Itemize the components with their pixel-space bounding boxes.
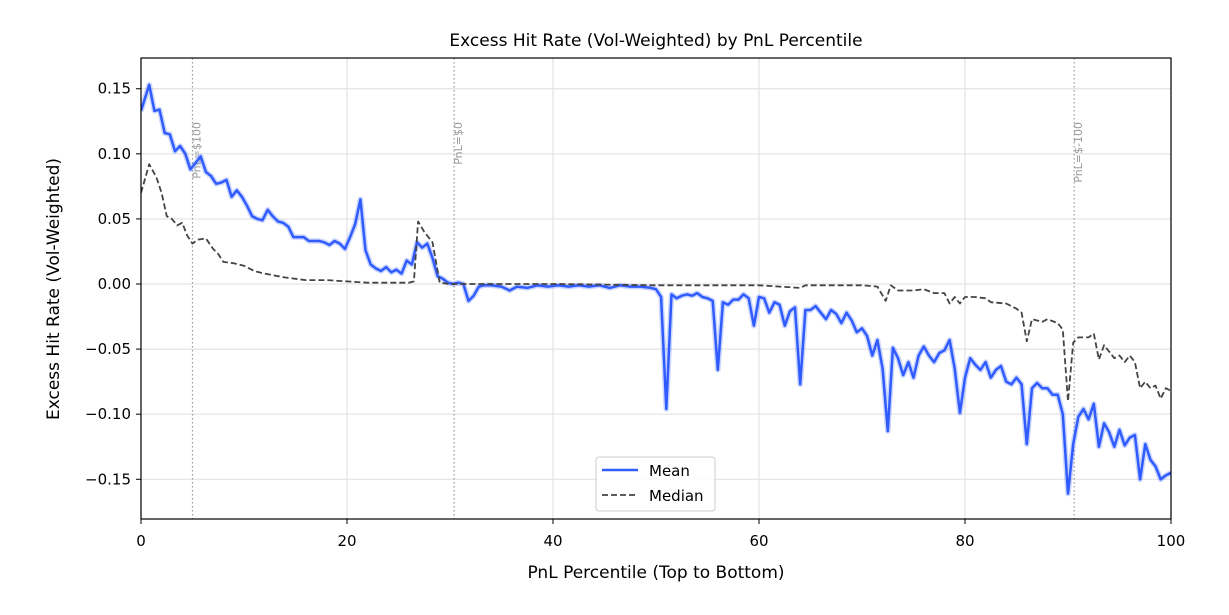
y-tick-label: 0.00 (98, 275, 131, 293)
y-tick-label: 0.15 (98, 80, 131, 98)
legend: Mean Median (595, 456, 716, 512)
y-tick-label: 0.10 (98, 145, 131, 163)
chart-title: Excess Hit Rate (Vol-Weighted) by PnL Pe… (449, 31, 862, 51)
legend-mean-label: Mean (649, 462, 690, 480)
x-tick-label: 20 (337, 532, 356, 550)
y-tick-label: 0.05 (98, 210, 131, 228)
x-axis: 0 20 40 60 80 100 (136, 519, 1185, 550)
plot-frame (140, 57, 1172, 520)
y-axis: 0.15 0.10 0.05 0.00 −0.05 −0.10 −0.15 (85, 80, 141, 488)
y-tick-label: −0.05 (85, 340, 131, 358)
reference-line-label: PnL=$-100 (1072, 122, 1085, 183)
y-tick-label: −0.15 (85, 470, 131, 488)
series-line-mean (141, 83, 1171, 495)
x-tick-label: 0 (136, 532, 146, 550)
x-tick-label: 60 (749, 532, 768, 550)
x-tick-label: 40 (543, 532, 562, 550)
x-tick-label: 80 (955, 532, 974, 550)
x-axis-label: PnL Percentile (Top to Bottom) (527, 563, 784, 583)
legend-median-label: Median (649, 487, 704, 505)
y-tick-label: −0.10 (85, 405, 131, 423)
reference-line-label: PnL=$0 (452, 122, 465, 165)
y-axis-label: Excess Hit Rate (Vol-Weighted) (44, 158, 64, 420)
series-line-median (141, 163, 1171, 403)
series-lines (141, 82, 1171, 497)
x-tick-label: 100 (1157, 532, 1186, 550)
